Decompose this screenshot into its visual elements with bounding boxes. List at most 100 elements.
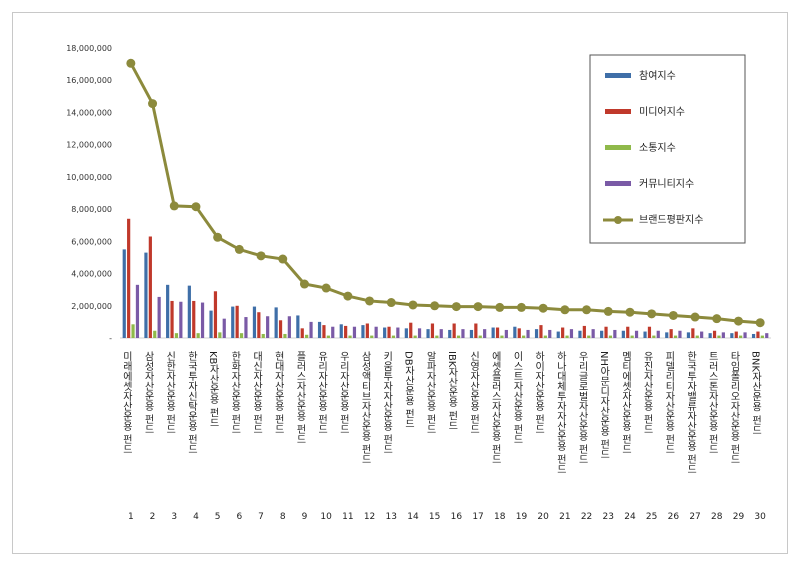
bar-미디어지수 <box>734 331 738 338</box>
bar-미디어지수 <box>691 328 695 338</box>
category-label: 현대자산운용 펀드 <box>272 351 284 434</box>
rank-label: 17 <box>472 512 483 522</box>
rank-label: 14 <box>407 512 419 522</box>
bar-미디어지수 <box>604 326 608 338</box>
line-point <box>451 302 461 312</box>
category-label: 미래에셋자산운용 펀드 <box>120 351 132 454</box>
category-label: BNK자산운용 펀드 <box>750 351 762 435</box>
bar-참여지수 <box>469 329 474 338</box>
bar-소통지수 <box>630 335 634 338</box>
bar-커뮤니티지수 <box>439 329 443 338</box>
bar-미디어지수 <box>582 325 586 338</box>
bar-커뮤니티지수 <box>352 326 357 338</box>
bar-미디어지수 <box>278 320 283 338</box>
y-tick-label: 14,000,000 <box>66 108 112 117</box>
bar-미디어지수 <box>495 327 500 338</box>
line-point <box>755 318 765 328</box>
line-point <box>234 244 244 254</box>
bar-커뮤니티지수 <box>287 316 291 338</box>
bar-참여지수 <box>404 328 408 338</box>
bar-소통지수 <box>174 333 179 338</box>
bar-커뮤니티지수 <box>179 301 183 338</box>
bar-커뮤니티지수 <box>200 302 205 338</box>
rank-label: 7 <box>258 512 264 522</box>
line-point <box>712 314 722 324</box>
category-label: DB자산운용 펀드 <box>402 351 414 429</box>
line-point <box>516 302 526 312</box>
rank-label: 24 <box>624 512 636 522</box>
line-point <box>647 309 657 319</box>
bar-미디어지수 <box>669 329 673 338</box>
line-point <box>473 302 483 312</box>
bar-참여지수 <box>665 332 669 338</box>
bar-소통지수 <box>326 335 330 338</box>
bar-소통지수 <box>153 330 157 338</box>
rank-label: 26 <box>668 512 680 522</box>
rank-label: 8 <box>280 512 286 522</box>
category-label: NH아문디자산운용 펀드 <box>598 351 610 459</box>
rank-label: 22 <box>581 512 592 522</box>
bar-미디어지수 <box>409 322 413 338</box>
bar-커뮤니티지수 <box>374 326 378 338</box>
line-point <box>538 303 548 313</box>
category-label: 삼성액티브자산운용 펀드 <box>359 351 371 464</box>
bar-커뮤니티지수 <box>222 318 226 338</box>
line-point <box>169 201 179 211</box>
category-label: 에셋플러스자산운용 펀드 <box>489 351 501 464</box>
bar-미디어지수 <box>387 326 391 338</box>
bar-커뮤니티지수 <box>765 333 769 338</box>
rank-label: 15 <box>429 512 440 522</box>
bar-소통지수 <box>218 332 222 338</box>
line-point <box>365 296 375 306</box>
category-label: 이스트자산운용 펀드 <box>511 351 523 444</box>
bar-미디어지수 <box>626 326 630 338</box>
bar-소통지수 <box>608 335 613 338</box>
bar-소통지수 <box>478 335 482 338</box>
bar-미디어지수 <box>539 325 543 338</box>
line-point <box>126 58 136 68</box>
bar-소통지수 <box>695 335 699 338</box>
y-tick-label: 2,000,000 <box>71 302 112 311</box>
category-label: 유진자산운용 펀드 <box>641 351 653 434</box>
legend-swatch-참여지수 <box>605 73 631 78</box>
legend-swatch-커뮤니티지수 <box>605 181 631 186</box>
bar-소통지수 <box>196 333 200 338</box>
category-label: 우리자산운용 펀드 <box>337 351 349 434</box>
bar-소통지수 <box>305 334 309 338</box>
category-label: KB자산운용 펀드 <box>207 351 219 428</box>
bar-소통지수 <box>391 335 396 338</box>
line-point <box>386 298 396 308</box>
bar-참여지수 <box>556 331 560 338</box>
bar-커뮤니티지수 <box>266 316 270 338</box>
line-point <box>625 307 635 317</box>
bar-참여지수 <box>448 329 452 338</box>
category-label: 삼성자산운용 펀드 <box>142 351 154 434</box>
bar-참여지수 <box>231 306 235 338</box>
rank-label: 3 <box>171 512 177 522</box>
bar-참여지수 <box>317 321 322 338</box>
bar-참여지수 <box>144 252 148 338</box>
bar-참여지수 <box>383 327 387 338</box>
bar-미디어지수 <box>647 326 652 338</box>
rank-label: 20 <box>537 512 549 522</box>
legend-label: 참여지수 <box>639 70 676 82</box>
rank-label: 4 <box>193 512 199 522</box>
bar-소통지수 <box>370 335 374 338</box>
legend-label: 미디어지수 <box>639 106 685 118</box>
line-point <box>668 310 678 320</box>
rank-label: 10 <box>320 512 332 522</box>
rank-label: 21 <box>559 512 570 522</box>
legend-label: 소통지수 <box>639 142 676 154</box>
bar-미디어지수 <box>127 218 131 338</box>
rank-label: 12 <box>364 512 375 522</box>
line-point <box>495 302 505 312</box>
bar-커뮤니티지수 <box>700 331 704 338</box>
rank-label: 25 <box>646 512 657 522</box>
rank-label: 5 <box>215 512 221 522</box>
rank-label: 9 <box>302 512 308 522</box>
bar-참여지수 <box>578 330 582 338</box>
bar-미디어지수 <box>474 323 478 338</box>
y-tick-label: 10,000,000 <box>66 173 112 182</box>
rank-label: 29 <box>733 512 745 522</box>
bar-미디어지수 <box>756 331 760 338</box>
